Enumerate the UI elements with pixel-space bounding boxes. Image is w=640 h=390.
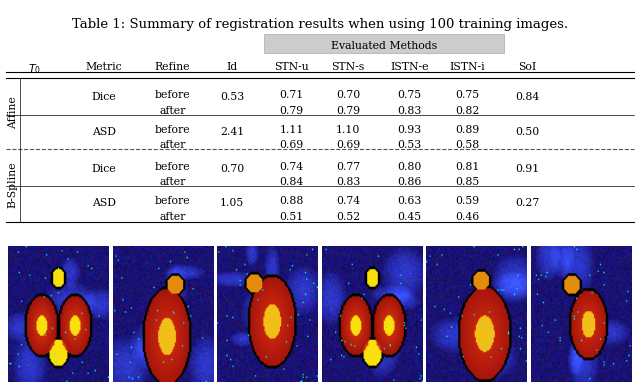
Text: 0.70: 0.70 <box>220 164 244 174</box>
Text: 0.84: 0.84 <box>280 177 304 187</box>
Text: 0.27: 0.27 <box>515 199 539 209</box>
Text: before: before <box>155 161 191 172</box>
Text: 2.41: 2.41 <box>220 127 244 137</box>
Text: STN-u: STN-u <box>275 62 309 72</box>
Text: 0.52: 0.52 <box>336 212 360 222</box>
Text: 0.46: 0.46 <box>455 212 479 222</box>
Text: 0.58: 0.58 <box>455 140 479 150</box>
Text: 0.81: 0.81 <box>455 161 479 172</box>
Text: SoI: SoI <box>518 62 536 72</box>
Text: 0.91: 0.91 <box>515 164 539 174</box>
Text: Refine: Refine <box>155 62 190 72</box>
Text: 0.53: 0.53 <box>397 140 422 150</box>
Text: after: after <box>159 140 186 150</box>
Text: ISTN-i: ISTN-i <box>449 62 485 72</box>
Text: after: after <box>159 212 186 222</box>
Text: before: before <box>155 90 191 100</box>
Text: 0.83: 0.83 <box>397 106 422 116</box>
Text: Affine: Affine <box>8 97 18 129</box>
Text: ASD: ASD <box>92 127 116 137</box>
Text: $T_0$: $T_0$ <box>28 62 41 76</box>
Text: Table 1: Summary of registration results when using 100 training images.: Table 1: Summary of registration results… <box>72 18 568 32</box>
Text: after: after <box>159 177 186 187</box>
Text: 0.85: 0.85 <box>455 177 479 187</box>
Text: 0.70: 0.70 <box>336 90 360 100</box>
Text: 0.82: 0.82 <box>455 106 479 116</box>
Text: 0.79: 0.79 <box>280 106 304 116</box>
Text: Dice: Dice <box>92 92 116 102</box>
Text: 0.69: 0.69 <box>280 140 304 150</box>
Text: 0.59: 0.59 <box>455 196 479 206</box>
Text: 0.75: 0.75 <box>397 90 422 100</box>
Text: Metric: Metric <box>85 62 122 72</box>
Text: 0.83: 0.83 <box>336 177 360 187</box>
Text: 1.11: 1.11 <box>280 125 304 135</box>
Text: 0.84: 0.84 <box>515 92 539 102</box>
Text: 0.75: 0.75 <box>455 90 479 100</box>
Text: 0.45: 0.45 <box>397 212 422 222</box>
Text: 0.79: 0.79 <box>336 106 360 116</box>
Text: ASD: ASD <box>92 199 116 209</box>
Text: 0.88: 0.88 <box>280 196 304 206</box>
Text: 0.50: 0.50 <box>515 127 539 137</box>
FancyBboxPatch shape <box>264 34 504 53</box>
Text: 0.63: 0.63 <box>397 196 422 206</box>
Text: ISTN-e: ISTN-e <box>390 62 429 72</box>
Text: 0.53: 0.53 <box>220 92 244 102</box>
Text: 0.93: 0.93 <box>397 125 422 135</box>
Text: 0.74: 0.74 <box>280 161 304 172</box>
Text: after: after <box>159 106 186 116</box>
Text: 0.86: 0.86 <box>397 177 422 187</box>
Text: before: before <box>155 196 191 206</box>
Text: 0.71: 0.71 <box>280 90 304 100</box>
Text: 0.80: 0.80 <box>397 161 422 172</box>
Text: STN-s: STN-s <box>332 62 365 72</box>
Text: 1.10: 1.10 <box>336 125 360 135</box>
Text: before: before <box>155 125 191 135</box>
Text: 0.74: 0.74 <box>336 196 360 206</box>
Text: Dice: Dice <box>92 164 116 174</box>
Text: 1.05: 1.05 <box>220 199 244 209</box>
Text: 0.89: 0.89 <box>455 125 479 135</box>
Text: 0.77: 0.77 <box>336 161 360 172</box>
Text: 0.69: 0.69 <box>336 140 360 150</box>
Text: 0.51: 0.51 <box>280 212 304 222</box>
Text: B-Spline: B-Spline <box>8 161 18 208</box>
Text: Evaluated Methods: Evaluated Methods <box>331 41 436 51</box>
Text: Id: Id <box>227 62 238 72</box>
